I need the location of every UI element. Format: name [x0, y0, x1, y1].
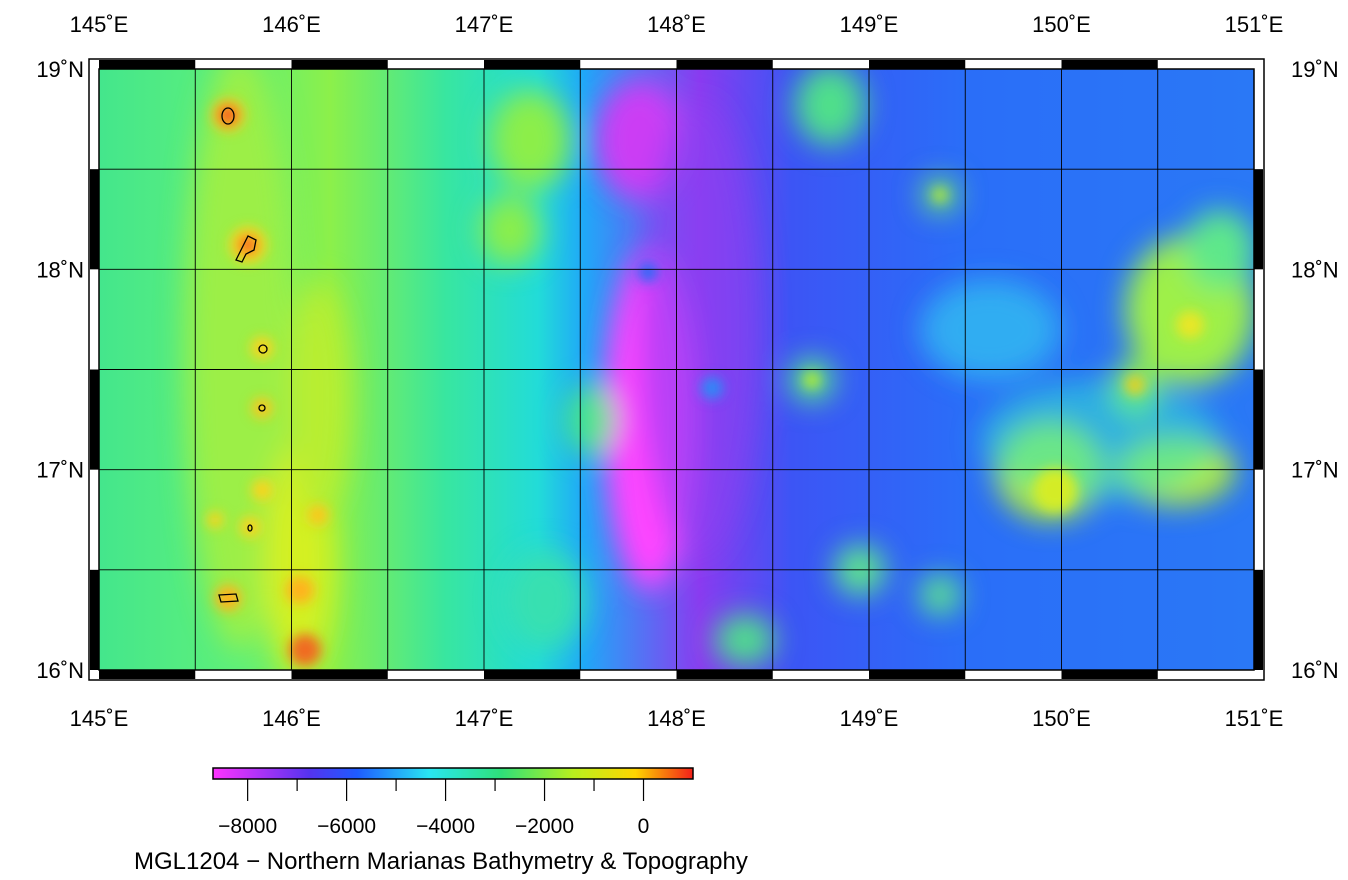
frame-check-bottom: [1061, 670, 1158, 679]
colorbar-tick-label: −8000: [218, 815, 277, 838]
frame-check-bottom: [99, 670, 196, 679]
frame-check-bottom: [869, 670, 966, 679]
frame-check-top: [484, 60, 581, 69]
lat-label-left: 16˚N: [36, 658, 84, 683]
lon-label-top: 149˚E: [840, 12, 899, 37]
longitude-labels-bottom: 145˚E 146˚E 147˚E 148˚E 149˚E 150˚E 151˚E: [70, 706, 1284, 731]
lat-label-left: 17˚N: [36, 458, 84, 483]
relief-layer: [99, 69, 1254, 670]
lon-label-bottom: 145˚E: [70, 706, 129, 731]
lon-label-top: 151˚E: [1225, 12, 1284, 37]
lon-label-top: 150˚E: [1032, 12, 1091, 37]
lon-label-bottom: 148˚E: [647, 706, 706, 731]
colorbar-gradient: [212, 767, 694, 780]
lon-label-top: 146˚E: [262, 12, 321, 37]
colorbar: −8000 −6000 −4000 −2000 0: [212, 767, 694, 838]
lon-label-bottom: 149˚E: [840, 706, 899, 731]
frame-check-top: [291, 60, 388, 69]
lon-label-bottom: 150˚E: [1032, 706, 1091, 731]
frame-check-right: [1254, 169, 1263, 270]
lat-label-right: 17˚N: [1291, 458, 1339, 483]
frame-check-bottom: [291, 670, 388, 679]
frame-check-left: [90, 369, 99, 470]
graticule: [99, 69, 1254, 670]
frame-check-right: [1254, 369, 1263, 470]
longitude-labels-top: 145˚E 146˚E 147˚E 148˚E 149˚E 150˚E 151˚E: [70, 12, 1284, 37]
colorbar-tick-label: 0: [638, 815, 650, 838]
lat-label-right: 16˚N: [1291, 658, 1339, 683]
frame-scale-bars: [90, 60, 1263, 679]
lon-label-bottom: 151˚E: [1225, 706, 1284, 731]
lon-label-top: 145˚E: [70, 12, 129, 37]
frame-check-top: [1061, 60, 1158, 69]
lon-label-top: 147˚E: [455, 12, 514, 37]
lon-label-bottom: 147˚E: [455, 706, 514, 731]
frame-check-top: [99, 60, 196, 69]
lat-label-right: 19˚N: [1291, 57, 1339, 82]
latitude-labels-right: 16˚N 17˚N 18˚N 19˚N: [1291, 57, 1339, 683]
colorbar-tick-label: −2000: [515, 815, 574, 838]
colorbar-tick-label: −6000: [317, 815, 376, 838]
frame-check-right: [1254, 569, 1263, 670]
latitude-labels-left: 16˚N 17˚N 18˚N 19˚N: [36, 57, 84, 683]
lon-label-top: 148˚E: [647, 12, 706, 37]
colorbar-tick-label: −4000: [416, 815, 475, 838]
lat-label-left: 19˚N: [36, 57, 84, 82]
lat-label-right: 18˚N: [1291, 257, 1339, 282]
frame-check-left: [90, 169, 99, 270]
frame-check-bottom: [676, 670, 773, 679]
frame-check-left: [90, 569, 99, 670]
lon-label-bottom: 146˚E: [262, 706, 321, 731]
frame-check-top: [676, 60, 773, 69]
lat-label-left: 18˚N: [36, 257, 84, 282]
frame-check-bottom: [484, 670, 581, 679]
map-caption: MGL1204 − Northern Marianas Bathymetry &…: [134, 848, 748, 875]
frame-check-top: [869, 60, 966, 69]
colorbar-ticks: −8000 −6000 −4000 −2000 0: [218, 779, 649, 838]
